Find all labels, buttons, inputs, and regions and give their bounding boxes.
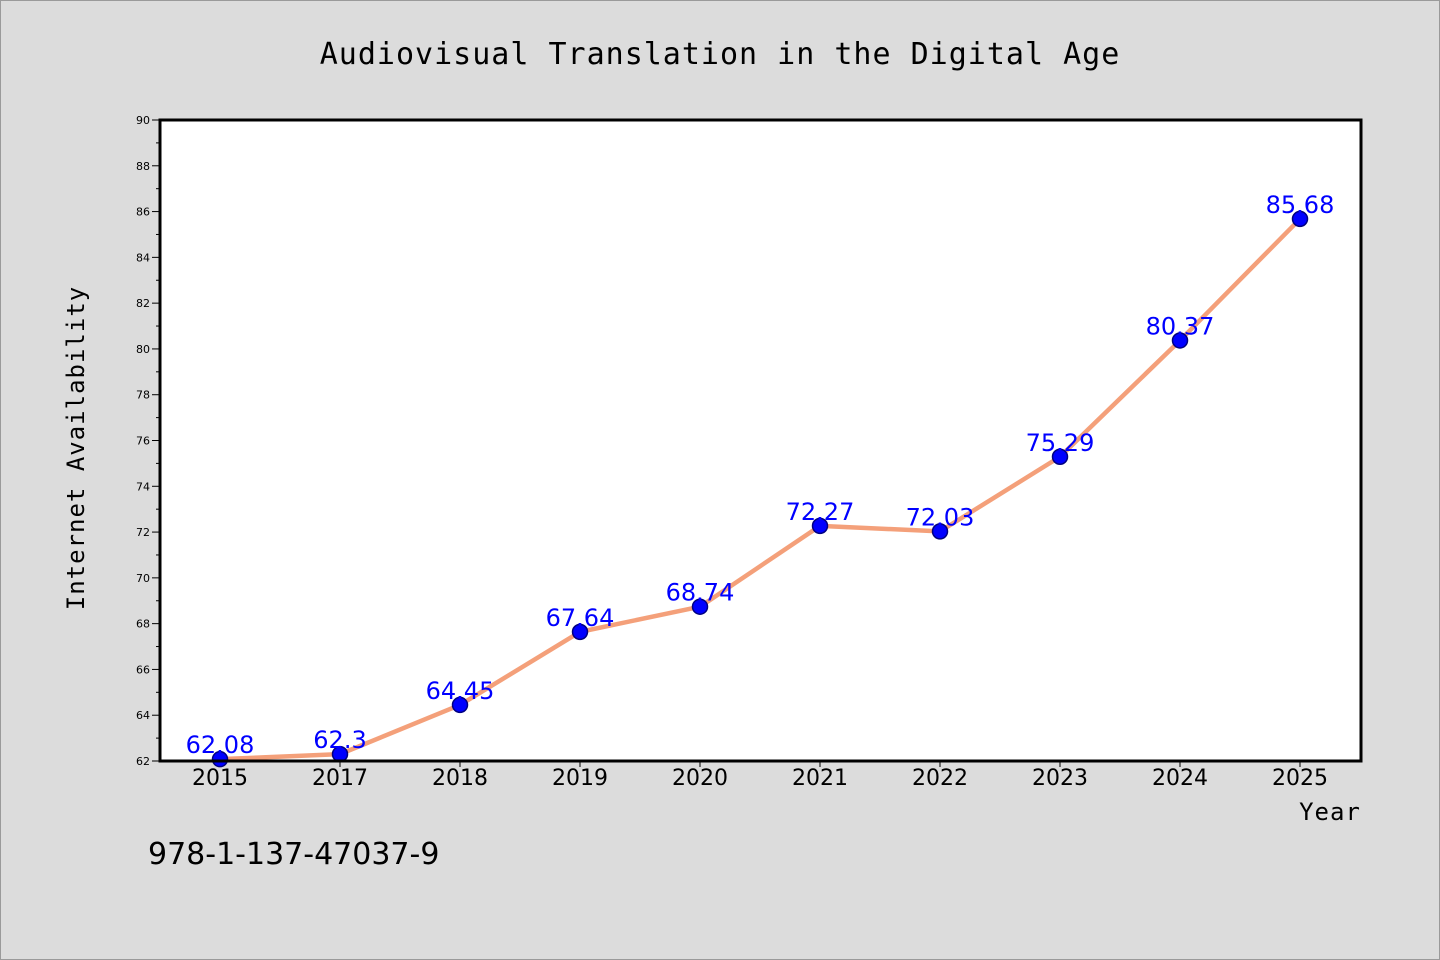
y-tick-label: 78 [136, 389, 150, 402]
data-point [451, 696, 469, 714]
y-tick-label: 82 [136, 297, 150, 310]
x-tick-label: 2022 [912, 766, 968, 791]
y-tick-label: 62 [136, 755, 150, 768]
y-tick-label: 88 [136, 160, 150, 173]
data-point [691, 598, 709, 615]
data-label: 67.64 [546, 604, 615, 632]
data-point [1051, 448, 1069, 466]
data-point [211, 750, 229, 768]
y-tick-label: 64 [136, 709, 150, 722]
plot-area [160, 120, 1361, 761]
x-tick-label: 2015 [192, 766, 248, 791]
series-markers [211, 210, 1309, 768]
isbn-text: 978-1-137-47037-9 [148, 837, 439, 872]
y-tick-label: 86 [136, 206, 150, 219]
data-label: 80.37 [1146, 312, 1215, 340]
series-line [217, 216, 1303, 762]
y-tick-label: 76 [136, 435, 150, 448]
data-label: 62.08 [186, 731, 255, 759]
x-tick-label: 2024 [1152, 766, 1208, 791]
y-tick-label: 70 [136, 572, 150, 585]
data-point [571, 623, 589, 641]
data-point [931, 523, 949, 540]
data-label: 68.74 [666, 579, 735, 607]
y-axis: 62 64 66 68 70 72 74 76 78 80 82 84 86 88 90 [136, 114, 160, 768]
y-tick-label: 90 [136, 114, 150, 127]
x-tick-label: 2023 [1032, 766, 1088, 791]
x-tick-label: 2018 [432, 766, 488, 791]
x-tick-label: 2017 [312, 766, 368, 791]
y-tick-label: 66 [136, 663, 150, 676]
y-tick-label: 74 [136, 480, 150, 493]
data-point [1171, 332, 1189, 349]
x-axis-title: Year [1299, 798, 1361, 826]
y-tick-label: 80 [136, 343, 150, 356]
data-label: 85.68 [1266, 191, 1335, 219]
data-label: 72.03 [906, 503, 975, 531]
data-label: 75.29 [1026, 429, 1095, 457]
chart-title: Audiovisual Translation in the Digital A… [320, 37, 1121, 72]
x-tick-label: 2019 [552, 766, 608, 791]
data-labels: 62.08 62.3 64.45 67.64 68.74 72.27 72.03 75.29 8… [186, 191, 1335, 759]
data-label: 62.3 [313, 726, 366, 754]
data-point [811, 517, 829, 535]
y-axis-title: Internet Availability [62, 286, 90, 610]
x-tick-label: 2021 [792, 766, 848, 791]
y-tick-label: 84 [136, 251, 150, 264]
data-label: 64.45 [426, 677, 495, 705]
x-tick-label: 2020 [672, 766, 728, 791]
data-label: 72.27 [786, 498, 855, 526]
y-tick-label: 72 [136, 526, 150, 539]
y-tick-label: 68 [136, 618, 150, 631]
data-point [1291, 210, 1309, 228]
x-axis: 2015 2017 2018 2019 2020 2021 2022 2023 2024 2025 [192, 761, 1328, 791]
x-tick-label: 2025 [1272, 766, 1328, 791]
plot-border [158, 118, 1363, 763]
